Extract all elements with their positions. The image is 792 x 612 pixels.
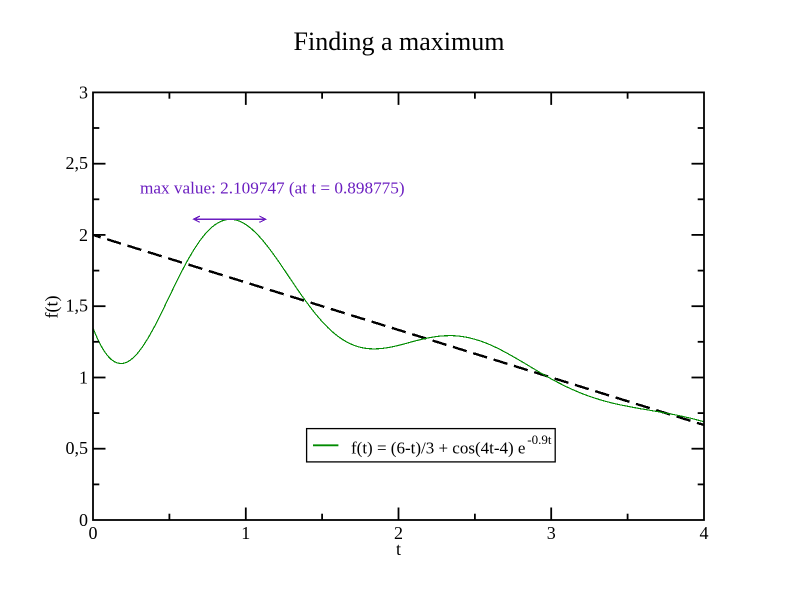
svg-text:0: 0 — [79, 510, 88, 530]
svg-text:3: 3 — [79, 83, 88, 103]
svg-text:0: 0 — [89, 523, 98, 543]
svg-text:Finding a maximum: Finding a maximum — [294, 27, 505, 56]
svg-text:max value: 2.109747 (at t = 0.: max value: 2.109747 (at t = 0.898775) — [140, 178, 405, 197]
svg-text:-0.9t: -0.9t — [527, 432, 552, 447]
svg-text:2: 2 — [79, 225, 88, 245]
svg-text:3: 3 — [547, 523, 556, 543]
svg-text:2,5: 2,5 — [66, 153, 89, 173]
svg-text:1,5: 1,5 — [66, 296, 89, 316]
svg-text:1: 1 — [241, 523, 250, 543]
svg-text:f(t) = (6-t)/3 + cos(4t-4) e: f(t) = (6-t)/3 + cos(4t-4) e — [351, 439, 525, 458]
svg-text:t: t — [396, 539, 401, 559]
svg-text:2: 2 — [394, 523, 403, 543]
svg-text:1: 1 — [79, 368, 88, 388]
svg-text:4: 4 — [700, 523, 709, 543]
svg-text:0,5: 0,5 — [66, 438, 89, 458]
svg-text:f(t): f(t) — [41, 296, 62, 319]
